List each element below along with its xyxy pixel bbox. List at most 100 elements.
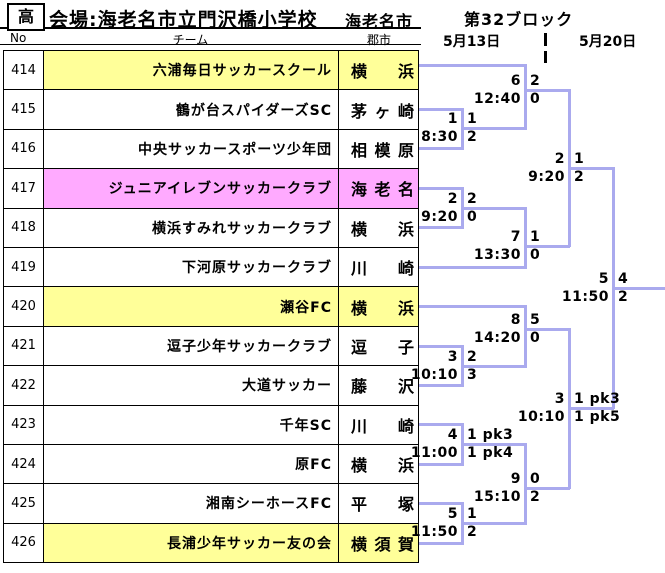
score-top: 1 pk3 [574,391,621,407]
team-cell-city: 横須賀 [338,522,419,564]
match-number: 2 [447,191,458,207]
venue-city: 海老名市 [345,12,414,31]
match-number: 9 [510,471,521,487]
match-number: 4 [447,427,458,443]
team-cell-no: 419 [3,246,44,288]
column-header-team: チーム [172,33,209,47]
match-number: 2 [554,151,565,167]
date-label-second: 5月20日 [579,34,637,50]
grade-badge: 高 [7,3,45,31]
score-top: 5 [530,312,541,328]
bracket-line [461,443,527,446]
team-cell-no: 424 [3,443,44,485]
score-top: 1 [467,111,478,127]
score-top: 0 [530,471,541,487]
team-row: 420 瀬谷FC 横浜 [3,286,419,327]
team-row: 426 長浦少年サッカー友の会 横須賀 [3,522,419,564]
title-underline [0,27,421,29]
team-row: 416 中央サッカースポーツ少年団 相模原 [3,128,419,170]
team-cell-no: 418 [3,207,44,248]
match-time: 11:50 [561,289,609,305]
team-cell-city: 相模原 [338,128,419,170]
team-cell-no: 422 [3,365,44,406]
match-time: 11:50 [410,524,458,540]
team-cell-no: 426 [3,522,44,564]
bracket-line [461,365,527,368]
team-row: 418 横浜すみれサッカークラブ 横浜 [3,207,419,248]
bracket-line [612,287,665,290]
team-cell-team: 中央サッカースポーツ少年団 [43,128,339,170]
header-underline [0,44,421,45]
score-bottom: 0 [530,91,541,107]
team-cell-no: 416 [3,128,44,170]
bracket-line [419,305,527,308]
column-header-city: 郡市 [366,33,391,47]
team-cell-city: 川崎 [338,246,419,288]
team-cell-city: 川崎 [338,404,419,445]
score-bottom: 2 [467,524,478,540]
bracket-line [524,245,570,248]
team-cell-city: 横浜 [338,443,419,485]
match-number: 6 [510,73,521,89]
team-table-body: 414 六浦毎日サッカースクール 横浜 415 鶴が台スパイダーズSC 茅ヶ崎 416 中央サ… [3,49,419,564]
team-cell-team: 鶴が台スパイダーズSC [43,89,339,130]
team-cell-city: 海老名 [338,168,419,209]
match-time: 12:40 [473,91,521,107]
match-time: 11:00 [410,445,458,461]
team-cell-team: 千年SC [43,404,339,445]
match-time: 13:30 [473,247,521,263]
match-time: 8:30 [421,129,458,145]
bracket-line [524,305,527,367]
team-cell-city: 横浜 [338,286,419,327]
match-time: 14:20 [473,330,521,346]
score-top: 1 [530,229,541,245]
bracket-line [568,407,614,410]
score-bottom: 3 [467,367,478,383]
bracket-line [419,502,464,505]
bracket-line [419,384,464,387]
column-header-no: No [10,31,27,45]
bracket-line [524,328,570,331]
team-row: 425 湘南シーホースFC 平塚 [3,483,419,524]
bracket-line [419,463,464,466]
bracket-line [461,522,527,525]
score-bottom: 0 [530,247,541,263]
team-cell-city: 横浜 [338,49,419,91]
match-number: 5 [447,506,458,522]
score-top: 1 [574,151,585,167]
match-number: 5 [598,271,609,287]
team-cell-no: 425 [3,483,44,524]
score-top: 1 [467,506,478,522]
score-top: 2 [467,349,478,365]
team-cell-city: 茅ヶ崎 [338,89,419,130]
team-cell-team: ジュニアイレブンサッカークラブ [43,168,339,209]
bracket-line [524,207,527,268]
score-bottom: 0 [467,209,478,225]
team-row: 423 千年SC 川崎 [3,404,419,445]
bracket-line [419,345,464,348]
bracket-line [419,542,464,545]
team-cell-city: 藤沢 [338,365,419,406]
team-row: 422 大道サッカー 藤沢 [3,365,419,406]
team-cell-no: 414 [3,49,44,91]
bracket-line [461,207,527,210]
score-top: 1 pk3 [467,427,514,443]
score-bottom: 2 [574,169,585,185]
team-cell-team: 長浦少年サッカー友の会 [43,522,339,564]
team-cell-city: 平塚 [338,483,419,524]
bracket-line [419,108,464,111]
bracket-line [524,487,570,490]
team-row: 417 ジュニアイレブンサッカークラブ 海老名 [3,168,419,209]
match-number: 3 [554,391,565,407]
match-time: 9:20 [421,209,458,225]
score-bottom: 0 [530,330,541,346]
bracket-line [524,64,527,129]
score-bottom: 2 [618,289,629,305]
team-row: 419 下河原サッカークラブ 川崎 [3,246,419,288]
team-cell-team: 瀬谷FC [43,286,339,327]
bracket-line [461,127,527,130]
match-time: 10:10 [517,409,565,425]
match-number: 1 [447,111,458,127]
bracket-line [419,226,464,229]
team-cell-no: 420 [3,286,44,327]
